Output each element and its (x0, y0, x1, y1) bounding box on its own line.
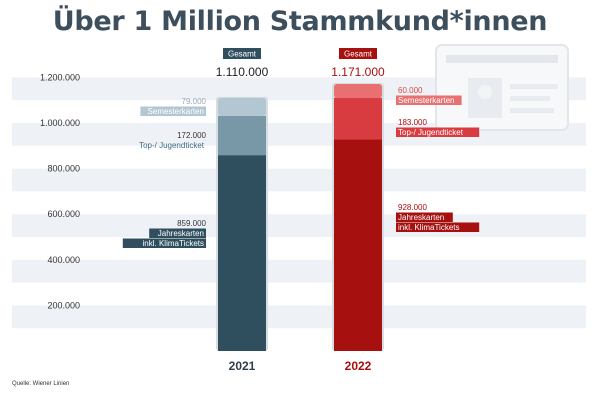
card-stripe (446, 55, 558, 63)
total-caption-box (339, 48, 377, 59)
card-line (510, 96, 550, 101)
segment-name-label: Semesterkarten (398, 96, 454, 105)
segment-name-label: Jahreskarten (158, 229, 204, 238)
bar-segment-2021-1 (218, 115, 266, 156)
x-category-label: 2021 (229, 359, 256, 373)
source-note: Quelle: Wiener Linien (12, 381, 70, 387)
segment-label-bg (396, 95, 462, 105)
y-tick-label: 600.000 (47, 209, 80, 219)
total-caption: Gesamt (344, 50, 373, 59)
segment-value-label: 859.000 (177, 219, 206, 228)
segment-label-bg (140, 106, 206, 116)
card-icon (435, 44, 569, 131)
card-line (510, 108, 554, 113)
segment-label-bg (122, 238, 206, 248)
bars (216, 83, 384, 352)
bar-segment-2022-0 (334, 139, 382, 351)
x-axis: 2021 2022 (229, 359, 372, 373)
bar-segment-2022-2 (334, 84, 382, 98)
grid-band (12, 214, 586, 237)
bar-segment-2021-0 (218, 155, 266, 351)
grid-band (12, 305, 586, 329)
segment-label-bg (396, 212, 453, 222)
total-value-label: 1.110.000 (216, 65, 269, 79)
total-caption-box (223, 48, 261, 59)
segment-name-label: Jahreskarten (398, 213, 444, 222)
segment-name-label: Top-/ Jugendticket (398, 128, 464, 137)
segment-label-bg (396, 222, 480, 232)
y-tick-label: 1.200.000 (40, 72, 80, 82)
grid-band (12, 259, 586, 283)
segment-value-label: 60.000 (398, 86, 423, 95)
bar-segment-2022-1 (334, 97, 382, 140)
y-tick-label: 200.000 (47, 300, 80, 310)
segment-label-bg (149, 228, 206, 238)
segment-name-label: Top-/ Jugendticket (139, 141, 205, 150)
y-axis: 200.000 400.000 600.000 800.000 1.000.000 1.2… (40, 72, 80, 310)
segment-labels: Gesamt1.110.000Gesamt1.171.00079.000Seme… (122, 48, 480, 248)
y-tick-label: 1.000.000 (40, 118, 80, 128)
segment-value-label: 183.000 (398, 118, 427, 127)
chart-title: Über 1 Million Stammkund*innen (52, 6, 548, 37)
segment-value-label: 928.000 (398, 203, 427, 212)
segment-label-bg (396, 127, 480, 137)
segment-value-label: 79.000 (182, 97, 207, 106)
y-tick-label: 800.000 (47, 164, 80, 174)
total-value-label: 1.171.000 (331, 65, 385, 79)
segment-value-label: 172.000 (177, 131, 206, 140)
segment-name-label: Semesterkarten (148, 107, 204, 116)
x-category-label: 2022 (345, 359, 372, 373)
card-line (510, 84, 558, 89)
grid-band (12, 168, 586, 192)
segment-name-label: inkl. KlimaTickets (398, 223, 460, 232)
total-caption: Gesamt (228, 50, 257, 59)
segment-name-label: inkl. KlimaTickets (143, 239, 205, 248)
bar-segment-2021-2 (218, 97, 266, 116)
card-photo-head (478, 85, 492, 99)
y-tick-label: 400.000 (47, 255, 80, 265)
